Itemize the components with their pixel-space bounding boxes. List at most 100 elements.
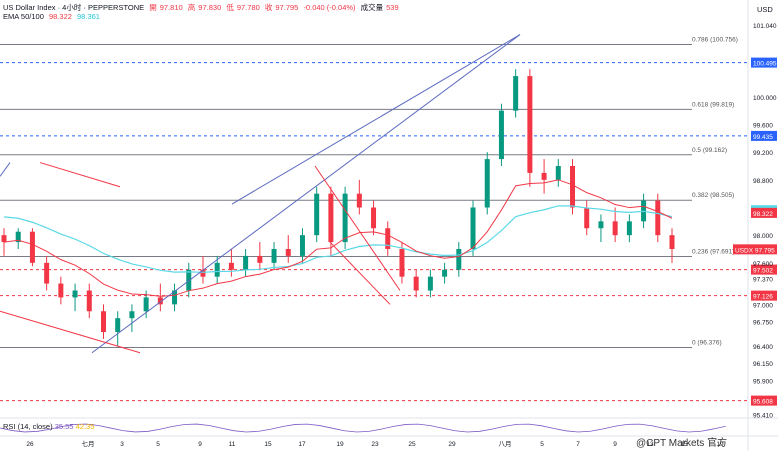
open-label: 開 bbox=[149, 3, 157, 12]
candle-body bbox=[328, 193, 334, 243]
candle-body bbox=[100, 311, 106, 332]
candle-body bbox=[285, 249, 291, 256]
ema-label: EMA 50/100 bbox=[3, 12, 44, 21]
level-price-label: 97.126 bbox=[753, 294, 773, 301]
rsi-value: 35.55 bbox=[54, 422, 74, 431]
candle-body bbox=[584, 207, 590, 229]
candle-body bbox=[470, 207, 476, 249]
x-tick-label: 26 bbox=[26, 441, 34, 448]
price-tag-box bbox=[733, 244, 777, 255]
rsi-label: RSI (14, close) bbox=[3, 422, 53, 431]
rsi-line bbox=[0, 423, 726, 433]
candle-body bbox=[456, 249, 462, 270]
close-label: 收 bbox=[264, 3, 273, 12]
candle-body bbox=[541, 172, 547, 180]
candle-body bbox=[356, 193, 362, 208]
ema50-line bbox=[3, 179, 673, 297]
y-tick-label: 99.600 bbox=[753, 123, 773, 130]
channel-support-line bbox=[91, 34, 521, 354]
level-price-tag bbox=[751, 290, 777, 301]
volume-value: 539 bbox=[386, 3, 399, 12]
x-tick-label: 19 bbox=[716, 441, 724, 448]
y-tick-label: 100.000 bbox=[753, 95, 777, 102]
x-tick-label: 5 bbox=[540, 441, 544, 448]
candle-body bbox=[299, 235, 305, 256]
level-price-label: 97.502 bbox=[753, 268, 773, 275]
candle-body bbox=[271, 249, 277, 263]
candle-body bbox=[513, 76, 519, 111]
candle-body bbox=[626, 221, 632, 236]
candle-body bbox=[669, 235, 675, 249]
candle-body bbox=[570, 166, 576, 208]
fib-level-label: 0.236 (97.691) bbox=[692, 249, 734, 256]
candle-body bbox=[314, 193, 320, 236]
currency-label: USD bbox=[757, 5, 773, 14]
level-price-label: 100.495 bbox=[753, 61, 777, 68]
candle-body bbox=[58, 283, 64, 298]
y-tick-label: 98.800 bbox=[753, 178, 773, 185]
watermark-text: @CPT Markets 官方 bbox=[636, 438, 728, 449]
candle-body bbox=[243, 255, 249, 270]
x-tick-label: 19 bbox=[336, 441, 344, 448]
level-price-tag bbox=[751, 57, 777, 68]
y-tick-label: 97.600 bbox=[753, 261, 773, 268]
channel-resistance-line bbox=[231, 34, 521, 205]
candle-body bbox=[86, 290, 92, 312]
candle-body bbox=[442, 269, 448, 277]
volume-label: 成交量 bbox=[360, 3, 384, 12]
level-price-tag bbox=[751, 130, 777, 141]
level-price-tag bbox=[751, 264, 777, 275]
level-price-tag bbox=[751, 395, 777, 406]
downtrend-upper-line bbox=[39, 162, 121, 188]
y-tick-label: 99.200 bbox=[753, 150, 773, 157]
y-tick-label: 95.410 bbox=[753, 412, 773, 419]
flag-lower-line bbox=[329, 241, 391, 305]
candle-body bbox=[15, 231, 21, 243]
x-tick-label: 13 bbox=[646, 441, 654, 448]
symbol-name: US Dollar Index · 4小时 · PEPPERSTONE bbox=[3, 3, 145, 12]
candle-body bbox=[385, 228, 391, 249]
x-tick-label: 29 bbox=[448, 441, 456, 448]
close-value: 97.795 bbox=[275, 3, 299, 12]
candle-body bbox=[129, 311, 135, 319]
y-tick-label: 96.150 bbox=[753, 361, 773, 368]
x-tick-label: 7 bbox=[576, 441, 580, 448]
price-tag-label: USDX 97.795 bbox=[735, 247, 775, 254]
fib-level-label: 0.5 (99.162) bbox=[692, 147, 727, 154]
candle-body bbox=[1, 235, 7, 243]
price-tag-label: 98.322 bbox=[753, 211, 773, 218]
candle-body bbox=[228, 262, 234, 270]
ema100-value: 98.361 bbox=[77, 12, 100, 21]
candle-body bbox=[413, 276, 419, 291]
candle-body bbox=[143, 297, 149, 312]
candle-body bbox=[555, 166, 561, 180]
candle-body bbox=[427, 276, 433, 291]
candle-body bbox=[484, 159, 490, 208]
y-tick-label: 97.000 bbox=[753, 302, 773, 309]
candle-body bbox=[598, 221, 604, 229]
channel-left-line bbox=[0, 162, 11, 177]
candle-body bbox=[257, 255, 263, 263]
y-tick-label: 96.750 bbox=[753, 320, 773, 327]
fib-level-label: 0 (96.376) bbox=[692, 339, 722, 346]
change-value: -0.040 (-0.04%) bbox=[303, 3, 356, 12]
watermark: @CPT Markets 官方 bbox=[636, 434, 727, 449]
flag-upper-line bbox=[314, 165, 401, 291]
ema50-value: 98.322 bbox=[48, 12, 72, 21]
candle-body bbox=[498, 110, 504, 160]
price-tag-box bbox=[751, 207, 777, 218]
candle-body bbox=[342, 193, 348, 243]
high-label: 高 bbox=[187, 3, 196, 12]
fib-level-label: 0.618 (99.819) bbox=[692, 101, 734, 108]
x-tick-label: 17 bbox=[298, 441, 306, 448]
candle-body bbox=[214, 262, 220, 277]
x-tick-label: 3 bbox=[120, 441, 124, 448]
level-price-label: 95.608 bbox=[753, 399, 773, 406]
candle-body bbox=[29, 231, 35, 263]
level-price-label: 99.435 bbox=[753, 134, 773, 141]
low-value: 97.780 bbox=[236, 3, 260, 12]
symbol-header: US Dollar Index · 4小时 · PEPPERSTONE 開 97.… bbox=[3, 3, 402, 12]
y-tick-label: 97.370 bbox=[753, 277, 773, 284]
